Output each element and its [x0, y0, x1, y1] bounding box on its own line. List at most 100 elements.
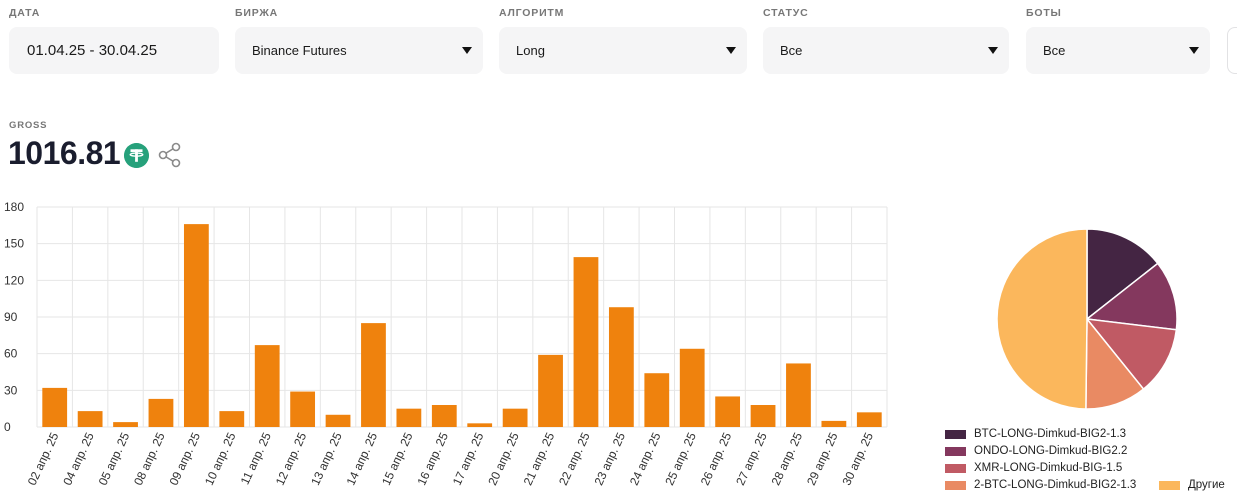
gross-value: 1016.81	[8, 135, 121, 171]
bots-select[interactable]: Все	[1026, 27, 1210, 74]
bar[interactable]	[502, 408, 528, 427]
bar[interactable]	[786, 363, 811, 427]
legend-swatch	[945, 429, 966, 439]
x-tick-label: 25 апр. 25	[662, 430, 699, 487]
bar[interactable]	[219, 411, 245, 427]
x-tick-label: 14 апр. 25	[344, 430, 381, 487]
tether-icon	[124, 143, 149, 168]
bar[interactable]	[573, 257, 599, 427]
bar[interactable]	[325, 414, 351, 427]
legend-swatch	[945, 480, 966, 490]
status-select-value: Все	[780, 43, 803, 58]
y-tick-label: 60	[4, 347, 18, 361]
bar[interactable]	[750, 405, 776, 427]
bar[interactable]	[856, 412, 882, 427]
x-tick-label: 02 апр. 25	[25, 430, 62, 487]
pie-slice[interactable]	[996, 228, 1088, 410]
y-tick-label: 150	[4, 237, 24, 251]
chevron-down-icon	[726, 47, 736, 54]
legend-label: 2-BTC-LONG-Dimkud-BIG2-1.3	[974, 479, 1137, 491]
pie-chart	[996, 228, 1178, 410]
bar[interactable]	[183, 224, 209, 427]
legend-item[interactable]: Другие	[1159, 479, 1225, 491]
x-tick-label: 12 апр. 25	[273, 430, 310, 487]
y-tick-label: 90	[4, 310, 18, 324]
x-tick-label: 26 апр. 25	[698, 430, 735, 487]
x-tick-label: 23 апр. 25	[592, 430, 629, 487]
filter-label-bots: БОТЫ	[1026, 7, 1062, 19]
y-tick-label: 180	[4, 200, 24, 214]
pie-slice[interactable]	[1085, 262, 1178, 331]
x-tick-label: 08 апр. 25	[131, 430, 168, 487]
bar[interactable]	[821, 420, 847, 427]
x-tick-label: 11 апр. 25	[238, 430, 274, 487]
y-tick-label: 30	[4, 383, 18, 397]
x-tick-label: 09 апр. 25	[167, 430, 204, 487]
x-tick-label: 22 апр. 25	[556, 430, 593, 487]
x-tick-label: 15 апр. 25	[379, 430, 416, 487]
bar[interactable]	[290, 391, 316, 427]
bar[interactable]	[715, 396, 741, 427]
x-tick-label: 10 апр. 25	[202, 430, 239, 487]
gross-label: GROSS	[9, 120, 48, 131]
bar[interactable]	[254, 345, 280, 427]
bar[interactable]	[42, 387, 68, 427]
filter-label-status: СТАТУС	[763, 7, 809, 19]
legend-label: ONDO-LONG-Dimkud-BIG2.2	[974, 445, 1128, 457]
chevron-down-icon	[1189, 47, 1199, 54]
x-tick-label: 21 апр. 25	[521, 430, 558, 487]
y-tick-label: 0	[4, 420, 11, 434]
x-tick-label: 27 апр. 25	[733, 430, 770, 487]
bar[interactable]	[431, 405, 457, 427]
x-tick-label: 16 апр. 25	[414, 430, 451, 487]
status-select[interactable]: Все	[763, 27, 1009, 74]
chevron-down-icon	[988, 47, 998, 54]
legend-label: Другие	[1188, 479, 1225, 491]
legend-label: XMR-LONG-Dimkud-BIG-1.5	[974, 462, 1123, 474]
date-range-field[interactable]: 01.04.25 - 30.04.25	[9, 27, 219, 74]
filter-label-algorithm: АЛГОРИТМ	[499, 7, 565, 19]
x-tick-label: 05 апр. 25	[96, 430, 133, 487]
bar[interactable]	[644, 373, 670, 427]
legend-swatch	[1159, 480, 1180, 490]
algorithm-select-value: Long	[516, 43, 545, 58]
y-tick-label: 120	[4, 273, 24, 287]
x-tick-label: 24 апр. 25	[627, 430, 664, 487]
extra-filter-box[interactable]	[1227, 27, 1237, 74]
chevron-down-icon	[462, 47, 472, 54]
bar[interactable]	[538, 354, 563, 427]
pie-slice[interactable]	[1085, 318, 1178, 391]
legend-swatch	[945, 463, 966, 473]
filter-label-exchange: БИРЖА	[235, 7, 279, 19]
legend-item[interactable]: XMR-LONG-Dimkud-BIG-1.5	[945, 462, 1122, 474]
bar[interactable]	[361, 323, 386, 427]
x-tick-label: 04 апр. 25	[60, 430, 97, 487]
x-tick-label: 29 апр. 25	[804, 430, 841, 487]
legend-label: BTC-LONG-Dimkud-BIG2-1.3	[974, 428, 1127, 440]
x-tick-label: 13 апр. 25	[308, 430, 345, 487]
x-tick-label: 17 апр. 25	[450, 430, 487, 487]
bar[interactable]	[679, 348, 705, 427]
exchange-select-value: Binance Futures	[252, 43, 347, 58]
date-range-value: 01.04.25 - 30.04.25	[27, 42, 158, 59]
share-icon[interactable]	[156, 141, 184, 169]
exchange-select[interactable]: Binance Futures	[235, 27, 483, 74]
bar[interactable]	[467, 423, 493, 427]
x-tick-label: 20 апр. 25	[485, 430, 522, 487]
legend-item[interactable]: 2-BTC-LONG-Dimkud-BIG2-1.3	[945, 479, 1136, 491]
bar[interactable]	[113, 422, 138, 427]
bar[interactable]	[77, 411, 103, 427]
filter-label-date: ДАТА	[9, 7, 41, 19]
bots-select-value: Все	[1043, 43, 1066, 58]
pie-slice[interactable]	[1086, 228, 1159, 321]
bar[interactable]	[608, 307, 634, 427]
legend-swatch	[945, 446, 966, 456]
bar[interactable]	[148, 398, 174, 427]
legend-item[interactable]: BTC-LONG-Dimkud-BIG2-1.3	[945, 428, 1126, 440]
x-tick-label: 28 апр. 25	[769, 430, 806, 487]
algorithm-select[interactable]: Long	[499, 27, 747, 74]
legend-item[interactable]: ONDO-LONG-Dimkud-BIG2.2	[945, 445, 1127, 457]
bar[interactable]	[396, 408, 422, 427]
x-tick-label: 30 апр. 25	[839, 430, 876, 487]
